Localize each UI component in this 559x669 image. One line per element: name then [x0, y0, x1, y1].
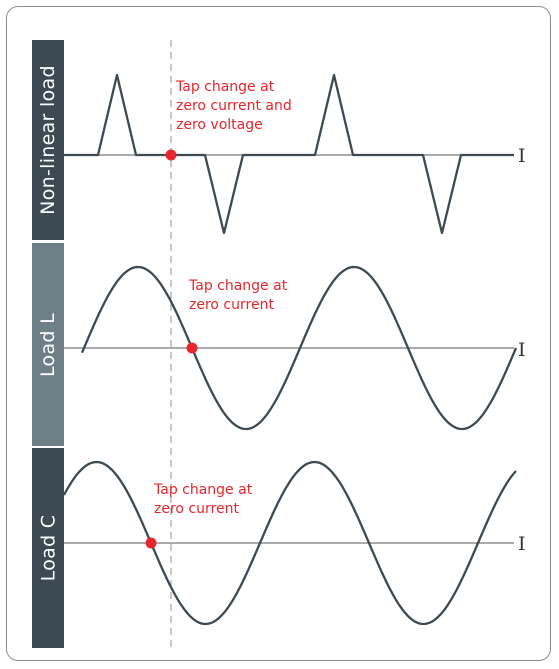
- tap-change-point-marker: [165, 149, 177, 161]
- load-l-current-waveform: [80, 265, 518, 431]
- current-axis-symbol: I: [518, 533, 526, 555]
- annotation-line: Tap change at: [188, 278, 288, 294]
- load-c-current-waveform: [62, 460, 517, 626]
- current-axis-symbol: I: [518, 339, 526, 361]
- tap-change-point-marker: [186, 342, 198, 354]
- panel-label-nonlinear-load: Non-linear load: [32, 40, 64, 240]
- diagram-frame: [6, 6, 551, 661]
- panel-label-load-l: Load L: [32, 243, 64, 446]
- annotation-line: zero current and: [176, 98, 292, 114]
- current-axis-symbol: I: [518, 145, 526, 167]
- nonlinear-current-waveform: [64, 73, 514, 235]
- annotation-line: Tap change at: [153, 482, 253, 498]
- tap-change-point-marker: [145, 537, 157, 549]
- panel-load-c: I Tap change at zero current: [62, 460, 526, 626]
- tap-change-annotation: Tap change at zero current: [188, 278, 292, 313]
- annotation-line: zero current: [189, 297, 274, 313]
- tap-change-annotation: Tap change at zero current: [153, 482, 257, 517]
- annotation-line: zero current: [154, 501, 239, 517]
- annotation-line: Tap change at: [175, 79, 275, 95]
- panel-label-load-c: Load C: [32, 448, 64, 648]
- panel-nonlinear-load: I Tap change at zero current and zero vo…: [64, 73, 526, 235]
- tap-change-annotation: Tap change at zero current and zero volt…: [175, 79, 296, 133]
- panel-load-l: I Tap change at zero current: [64, 265, 526, 431]
- annotation-line: zero voltage: [176, 117, 263, 133]
